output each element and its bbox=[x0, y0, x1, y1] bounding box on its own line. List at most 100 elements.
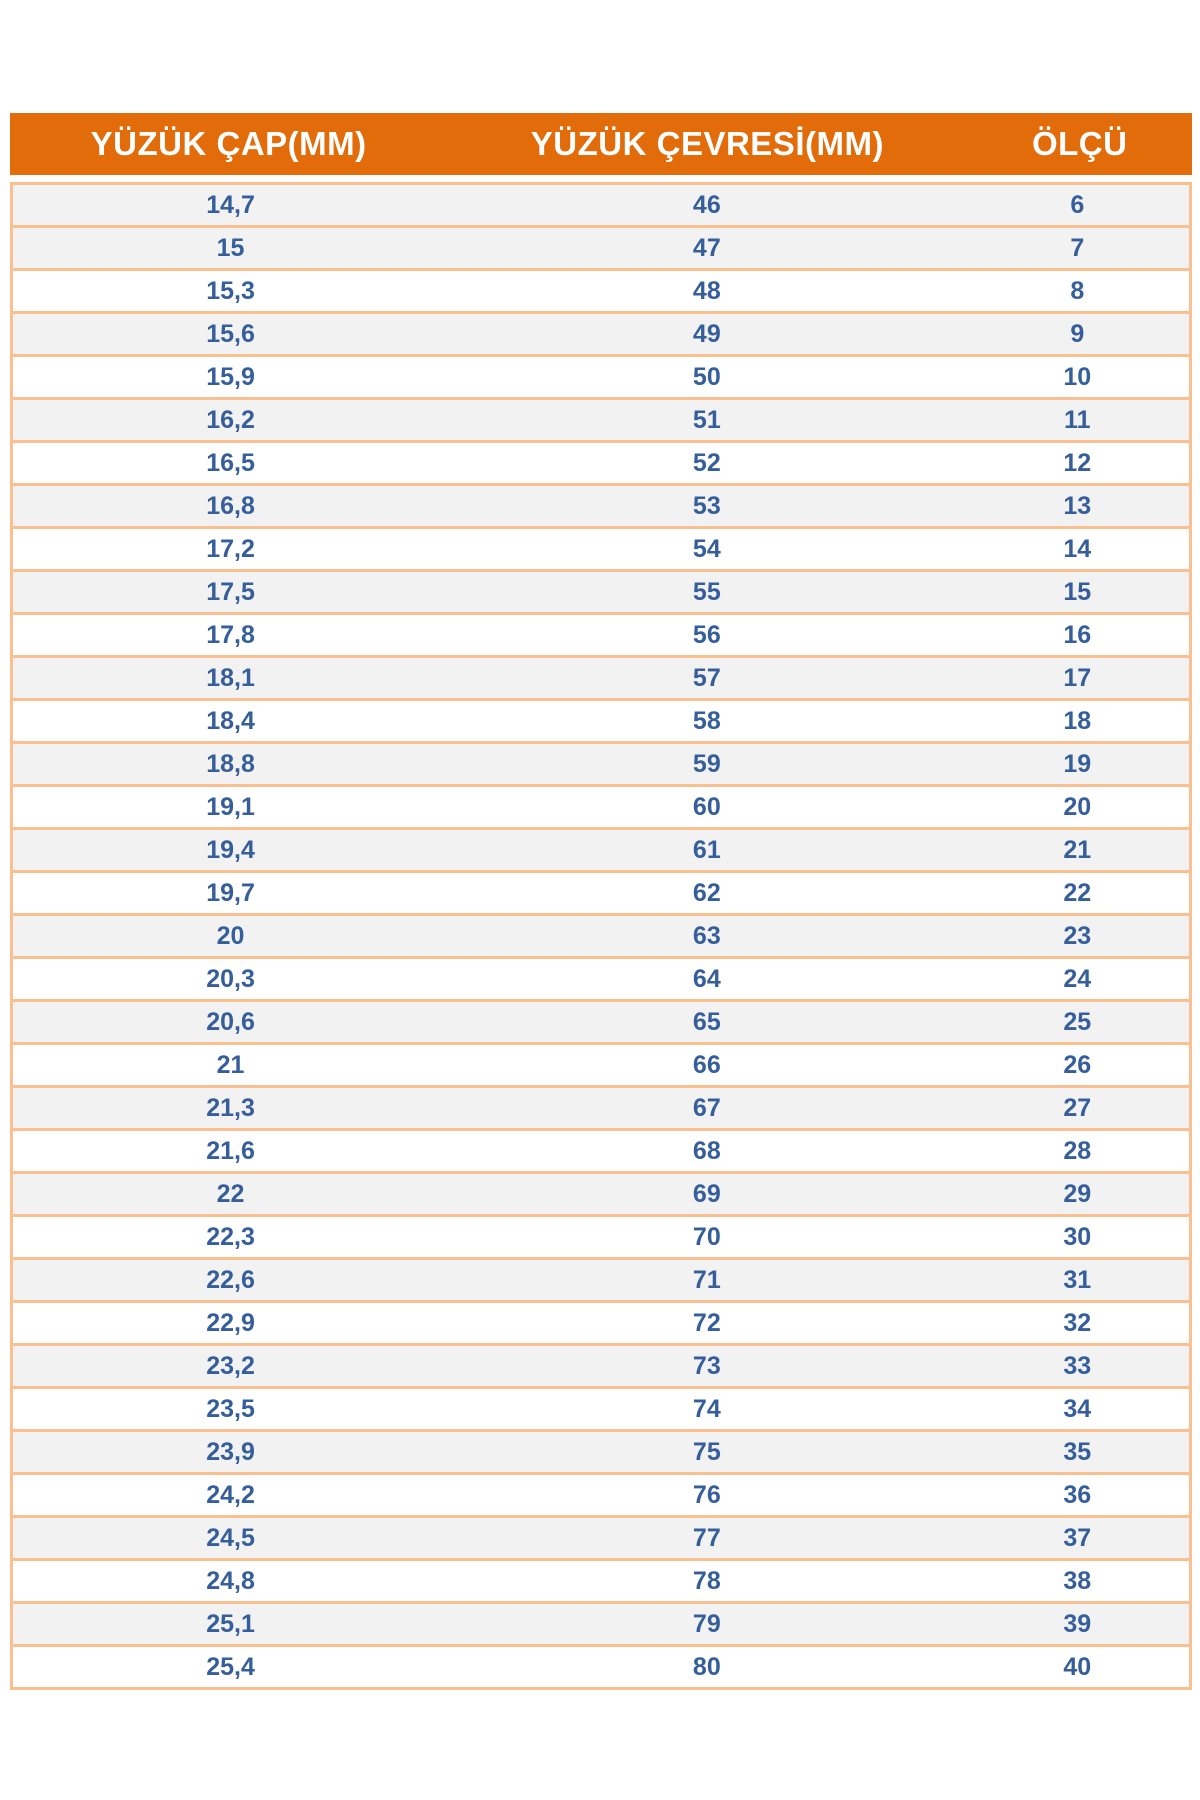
cell-size: 10 bbox=[1063, 362, 1092, 391]
cell-diameter: 21 bbox=[216, 1050, 245, 1079]
cell-size: 20 bbox=[1063, 792, 1092, 821]
table-row: 15 47 7 bbox=[13, 225, 1189, 268]
cell-diameter: 16,2 bbox=[206, 405, 255, 434]
cell-circumference: 80 bbox=[692, 1652, 721, 1681]
table-row: 17,2 54 14 bbox=[13, 526, 1189, 569]
cell-circumference: 78 bbox=[692, 1566, 721, 1595]
cell-circumference: 56 bbox=[692, 620, 721, 649]
ring-size-table: YÜZÜK ÇAP(MM) YÜZÜK ÇEVRESİ(MM) ÖLÇÜ 14,… bbox=[10, 113, 1192, 1690]
cell-diameter: 20 bbox=[216, 921, 245, 950]
column-header-size: ÖLÇÜ bbox=[1031, 125, 1128, 162]
cell-diameter: 17,5 bbox=[206, 577, 255, 606]
table-row: 14,7 46 6 bbox=[13, 185, 1189, 225]
cell-circumference: 77 bbox=[692, 1523, 721, 1552]
cell-diameter: 15,9 bbox=[206, 362, 255, 391]
cell-circumference: 47 bbox=[692, 233, 721, 262]
cell-size: 30 bbox=[1063, 1222, 1092, 1251]
cell-size: 19 bbox=[1063, 749, 1092, 778]
cell-diameter: 22 bbox=[216, 1179, 245, 1208]
cell-diameter: 18,4 bbox=[206, 706, 255, 735]
cell-diameter: 25,1 bbox=[206, 1609, 255, 1638]
cell-diameter: 20,3 bbox=[206, 964, 255, 993]
table-row: 20,6 65 25 bbox=[13, 999, 1189, 1042]
cell-circumference: 70 bbox=[692, 1222, 721, 1251]
cell-size: 29 bbox=[1063, 1179, 1092, 1208]
cell-diameter: 17,2 bbox=[206, 534, 255, 563]
cell-circumference: 65 bbox=[692, 1007, 721, 1036]
table-row: 18,4 58 18 bbox=[13, 698, 1189, 741]
cell-size: 15 bbox=[1063, 577, 1092, 606]
cell-circumference: 79 bbox=[692, 1609, 721, 1638]
cell-circumference: 49 bbox=[692, 319, 721, 348]
cell-size: 14 bbox=[1063, 534, 1092, 563]
table-row: 18,8 59 19 bbox=[13, 741, 1189, 784]
cell-diameter: 14,7 bbox=[206, 190, 255, 219]
table-row: 19,4 61 21 bbox=[13, 827, 1189, 870]
cell-diameter: 18,8 bbox=[206, 749, 255, 778]
table-row: 23,5 74 34 bbox=[13, 1386, 1189, 1429]
cell-circumference: 62 bbox=[692, 878, 721, 907]
cell-circumference: 61 bbox=[692, 835, 721, 864]
cell-circumference: 68 bbox=[692, 1136, 721, 1165]
cell-diameter: 25,4 bbox=[206, 1652, 255, 1681]
cell-size: 32 bbox=[1063, 1308, 1092, 1337]
cell-diameter: 24,5 bbox=[206, 1523, 255, 1552]
cell-circumference: 55 bbox=[692, 577, 721, 606]
table-row: 17,8 56 16 bbox=[13, 612, 1189, 655]
cell-size: 8 bbox=[1070, 276, 1085, 305]
cell-circumference: 72 bbox=[692, 1308, 721, 1337]
table-row: 17,5 55 15 bbox=[13, 569, 1189, 612]
table-row: 22,3 70 30 bbox=[13, 1214, 1189, 1257]
cell-diameter: 21,6 bbox=[206, 1136, 255, 1165]
cell-circumference: 59 bbox=[692, 749, 721, 778]
cell-diameter: 22,3 bbox=[206, 1222, 255, 1251]
cell-size: 35 bbox=[1063, 1437, 1092, 1466]
cell-size: 11 bbox=[1064, 405, 1091, 434]
cell-diameter: 24,2 bbox=[206, 1480, 255, 1509]
table-body: 14,7 46 6 15 47 7 15,3 48 8 15,6 49 9 15… bbox=[10, 182, 1192, 1690]
table-row: 22,9 72 32 bbox=[13, 1300, 1189, 1343]
cell-size: 38 bbox=[1063, 1566, 1092, 1595]
table-row: 15,6 49 9 bbox=[13, 311, 1189, 354]
table-row: 23,2 73 33 bbox=[13, 1343, 1189, 1386]
cell-size: 9 bbox=[1070, 319, 1085, 348]
cell-circumference: 71 bbox=[692, 1265, 721, 1294]
table-row: 24,8 78 38 bbox=[13, 1558, 1189, 1601]
table-row: 16,2 51 11 bbox=[13, 397, 1189, 440]
cell-size: 23 bbox=[1063, 921, 1092, 950]
table-row: 21,3 67 27 bbox=[13, 1085, 1189, 1128]
cell-diameter: 22,6 bbox=[206, 1265, 255, 1294]
cell-diameter: 19,7 bbox=[206, 878, 255, 907]
cell-size: 33 bbox=[1063, 1351, 1092, 1380]
cell-size: 22 bbox=[1063, 878, 1092, 907]
table-row: 25,4 80 40 bbox=[13, 1644, 1189, 1687]
cell-diameter: 22,9 bbox=[206, 1308, 255, 1337]
cell-size: 12 bbox=[1063, 448, 1092, 477]
cell-circumference: 67 bbox=[692, 1093, 721, 1122]
cell-size: 27 bbox=[1063, 1093, 1092, 1122]
table-row: 20,3 64 24 bbox=[13, 956, 1189, 999]
cell-size: 17 bbox=[1063, 663, 1092, 692]
cell-circumference: 52 bbox=[692, 448, 721, 477]
table-row: 22 69 29 bbox=[13, 1171, 1189, 1214]
cell-size: 18 bbox=[1063, 706, 1092, 735]
table-row: 24,5 77 37 bbox=[13, 1515, 1189, 1558]
cell-size: 37 bbox=[1063, 1523, 1092, 1552]
table-row: 19,1 60 20 bbox=[13, 784, 1189, 827]
cell-diameter: 15,6 bbox=[206, 319, 255, 348]
cell-circumference: 54 bbox=[692, 534, 721, 563]
cell-diameter: 16,8 bbox=[206, 491, 255, 520]
cell-circumference: 66 bbox=[692, 1050, 721, 1079]
cell-size: 13 bbox=[1063, 491, 1092, 520]
cell-circumference: 48 bbox=[692, 276, 721, 305]
table-row: 18,1 57 17 bbox=[13, 655, 1189, 698]
cell-size: 40 bbox=[1063, 1652, 1092, 1681]
table-row: 24,2 76 36 bbox=[13, 1472, 1189, 1515]
cell-diameter: 23,9 bbox=[206, 1437, 255, 1466]
cell-diameter: 16,5 bbox=[206, 448, 255, 477]
cell-diameter: 15 bbox=[216, 233, 245, 262]
cell-diameter: 17,8 bbox=[206, 620, 255, 649]
table-row: 20 63 23 bbox=[13, 913, 1189, 956]
cell-size: 36 bbox=[1063, 1480, 1092, 1509]
cell-circumference: 53 bbox=[692, 491, 721, 520]
